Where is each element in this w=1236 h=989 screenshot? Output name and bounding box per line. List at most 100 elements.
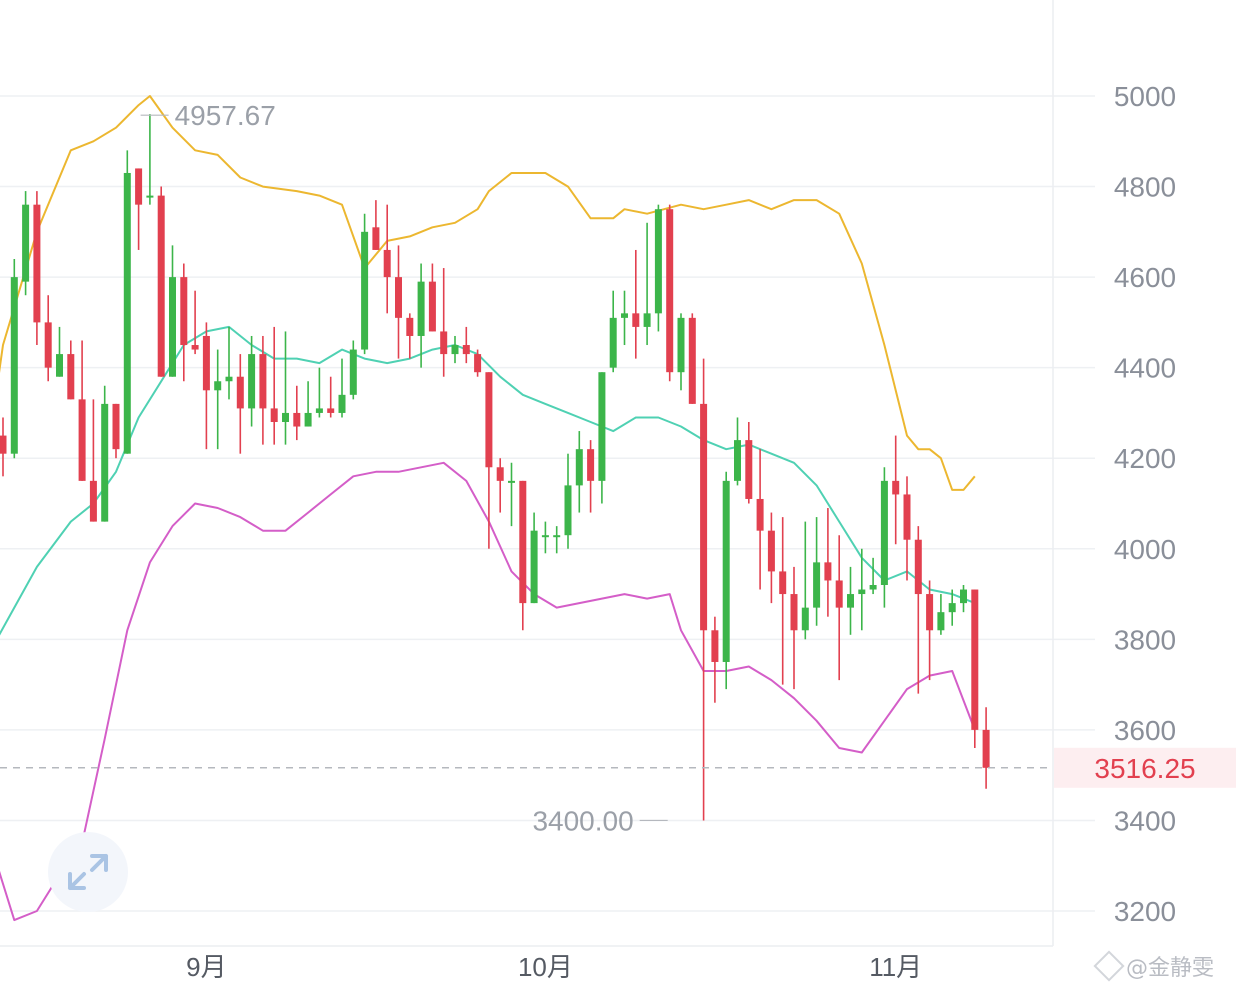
watermark: @金静雯 <box>1093 950 1233 982</box>
candle-body <box>44 322 52 368</box>
candle-body <box>734 440 741 481</box>
candle-body <box>813 562 821 608</box>
candle-body <box>440 331 448 355</box>
candle-body <box>609 317 617 368</box>
candle-body <box>767 530 775 572</box>
candle-body <box>157 195 165 377</box>
candle-body <box>485 372 493 468</box>
candle-body <box>971 589 979 730</box>
zoom-control[interactable] <box>48 832 128 912</box>
candle-body <box>553 535 561 538</box>
candle-body <box>869 585 877 590</box>
candle-body <box>214 381 222 391</box>
x-tick-label: 10月 <box>518 952 573 982</box>
candle-body <box>451 345 459 355</box>
candle-body <box>78 399 86 481</box>
candle-body <box>22 204 30 282</box>
candle-body <box>169 277 176 377</box>
candle-body <box>417 281 425 336</box>
candle-body <box>632 313 640 327</box>
candle-body <box>135 168 143 205</box>
candles <box>0 114 990 821</box>
candle-body <box>858 589 866 595</box>
candle-body <box>892 480 900 495</box>
y-tick-label-4200: 4200 <box>1114 443 1176 474</box>
candle-body <box>282 412 289 422</box>
axes: 5000 4800 4600 4400 4200 4000 3800 3600 3400 3200… <box>0 0 1176 982</box>
candle-body <box>248 354 256 409</box>
watermark-logo-icon <box>1093 950 1125 982</box>
y-tick-label-3400: 3400 <box>1114 805 1176 836</box>
candle-body <box>587 449 595 481</box>
candle-body <box>677 317 685 373</box>
candle-body <box>745 440 753 499</box>
y-tick-label-5000: 5000 <box>1114 81 1176 112</box>
candle-body <box>801 607 809 631</box>
candle-body <box>338 394 346 413</box>
candle-body <box>225 376 233 382</box>
candle-body <box>315 408 323 413</box>
x-tick-label: 11月 <box>869 952 922 982</box>
middle-band-line <box>0 325 976 636</box>
candle-body <box>327 408 335 413</box>
annotations: 3516.25 4957.67 3400.00 <box>0 100 1236 836</box>
candle-body <box>496 467 504 481</box>
expand-icon <box>68 854 108 890</box>
candle-body <box>960 589 967 604</box>
x-tick-label: 9月 <box>186 952 226 982</box>
candle-body <box>575 449 583 486</box>
y-tick-label-4800: 4800 <box>1114 172 1176 203</box>
candle-body <box>903 494 911 540</box>
y-tick-label-3800: 3800 <box>1114 624 1176 655</box>
candle-body <box>383 249 391 278</box>
candle-body <box>428 281 436 332</box>
candle-body <box>146 195 154 198</box>
candle-body <box>722 480 730 662</box>
candle-body <box>847 594 854 608</box>
candle-body <box>643 313 651 327</box>
candle-body <box>790 594 798 631</box>
candle-body <box>982 729 990 768</box>
candle-body <box>406 317 414 336</box>
candle-body <box>519 480 527 604</box>
candle-body <box>621 313 628 318</box>
candle-body <box>508 480 515 483</box>
candle-body <box>395 277 402 318</box>
candle-body <box>361 231 369 350</box>
candle-body <box>564 485 572 536</box>
candle-body <box>10 277 18 454</box>
candle-body <box>349 349 357 395</box>
candle-body <box>304 412 312 427</box>
candle-body <box>67 354 75 400</box>
candle-body <box>937 612 945 631</box>
candle-body <box>824 562 832 581</box>
y-tick-label-4000: 4000 <box>1114 534 1176 565</box>
y-tick-label-4400: 4400 <box>1114 353 1176 384</box>
candle-body <box>598 372 606 481</box>
candle-body <box>33 204 41 323</box>
candle-body <box>474 354 482 373</box>
candle-body <box>56 354 63 377</box>
upper-band-line <box>0 95 976 491</box>
y-tick-label-3200: 3200 <box>1114 896 1176 927</box>
low-annotation: 3400.00 <box>532 805 633 836</box>
candle-body <box>89 480 97 522</box>
current-price-label: 3516.25 <box>1094 753 1195 784</box>
candle-body <box>123 172 131 454</box>
candle-body <box>711 630 719 662</box>
y-tick-label-4600: 4600 <box>1114 262 1176 293</box>
candle-body <box>270 408 278 422</box>
candle-body <box>462 345 470 355</box>
candle-body <box>654 209 662 314</box>
candle-body <box>756 498 764 531</box>
watermark-text: @金静雯 <box>1126 956 1215 981</box>
candle-body <box>688 317 696 404</box>
candle-body <box>372 227 380 250</box>
candle-body <box>914 539 922 595</box>
candle-body <box>112 403 120 450</box>
current-price-label-bg <box>1054 747 1236 788</box>
y-tick-label-3600: 3600 <box>1114 715 1176 746</box>
candle-body <box>779 571 787 595</box>
